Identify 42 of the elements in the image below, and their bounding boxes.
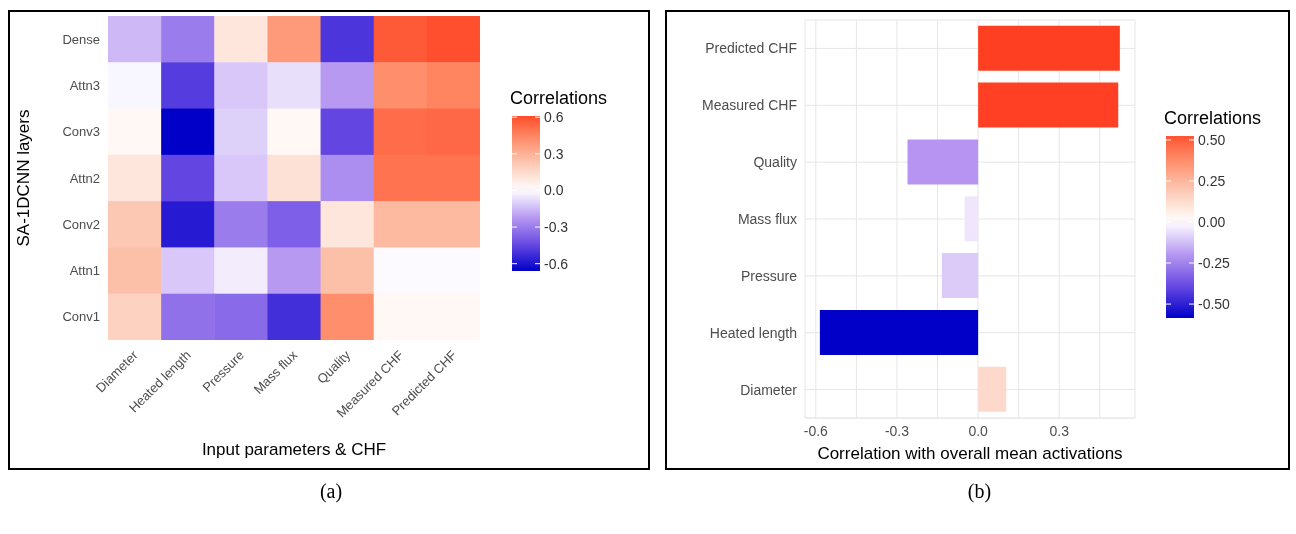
y-tick-label: Dense xyxy=(62,31,100,47)
color-bar-label: -0.6 xyxy=(544,255,569,272)
y-tick-label: Quality xyxy=(753,154,797,171)
text: (a) xyxy=(318,480,344,503)
x-tick-label: -0.6 xyxy=(803,422,829,439)
color-bar-label: 0.3 xyxy=(544,145,564,162)
color-bar-title: Correlations xyxy=(510,88,608,108)
x-tick-label: 0.0 xyxy=(968,422,989,439)
color-bar-label: -0.25 xyxy=(1198,255,1231,272)
y-tick-label: Conv2 xyxy=(62,216,100,232)
x-tick-label: 0.3 xyxy=(1049,422,1070,439)
y-tick-label: Heated length xyxy=(709,324,797,341)
bar xyxy=(907,139,979,185)
y-tick-label: Pressure xyxy=(740,267,798,284)
bar xyxy=(941,253,979,299)
x-tick-label: -0.3 xyxy=(884,422,910,439)
color-bar-label: 0.0 xyxy=(544,182,564,199)
x-axis-title: Correlation with overall mean activations xyxy=(816,444,1124,464)
color-scale: Correlations -0.6 -0.3 0.0 0.3 0.6 xyxy=(510,12,640,285)
y-axis-title: SA-1DCNN layers xyxy=(14,109,34,247)
color-bar-label: -0.3 xyxy=(544,219,569,236)
y-tick-label: Attn3 xyxy=(69,78,100,94)
color-bar-label: 0.00 xyxy=(1198,213,1226,230)
y-tick-label: Conv1 xyxy=(62,309,100,325)
x-axis-title: Input parameters & CHF xyxy=(200,440,388,460)
bar xyxy=(964,196,979,242)
color-bar-label: 0.25 xyxy=(1198,172,1226,189)
color-bar-label: 0.50 xyxy=(1198,131,1226,148)
bar xyxy=(819,309,979,355)
color-bar-title: Correlations xyxy=(1164,108,1262,128)
y-tick-label: Mass flux xyxy=(737,210,797,227)
color-bar-label: -0.50 xyxy=(1198,296,1231,313)
y-tick-label: Conv3 xyxy=(62,124,100,140)
bar xyxy=(978,25,1120,71)
y-tick-label: Measured CHF xyxy=(702,97,797,114)
bar xyxy=(978,366,1007,412)
text: (b) xyxy=(966,480,993,503)
color-bar-label: 0.6 xyxy=(544,109,564,126)
bar xyxy=(978,82,1119,128)
y-tick-label: Attn1 xyxy=(69,263,100,279)
y-tick-label: Attn2 xyxy=(69,170,100,186)
y-tick-label: Predicted CHF xyxy=(705,40,797,57)
